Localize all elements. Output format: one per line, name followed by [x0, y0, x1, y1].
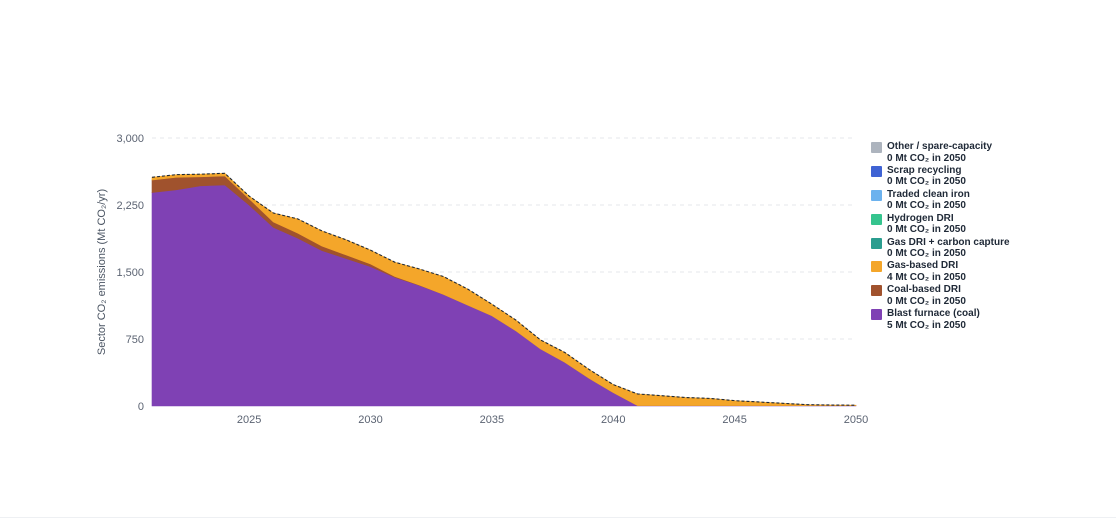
legend-sublabel: 0 Mt CO₂ in 2050: [887, 248, 966, 260]
bottom-divider: [0, 517, 1116, 518]
x-tick-label: 2025: [237, 414, 261, 426]
y-tick-label: 750: [126, 334, 144, 346]
legend-sublabel: 0 Mt CO₂ in 2050: [887, 295, 966, 307]
x-tick-label: 2030: [358, 414, 382, 426]
x-tick-label: 2050: [844, 414, 868, 426]
legend-swatch: [871, 142, 882, 153]
y-tick-label: 2,250: [116, 200, 144, 212]
legend-sublabel: 5 Mt CO₂ in 2050: [887, 319, 966, 331]
total-emissions-line: [151, 172, 857, 406]
legend-item-scrap-recycling[interactable]: Scrap recycling 0 Mt CO₂ in 2050: [871, 165, 1111, 189]
legend-label: Gas-based DRI: [887, 260, 959, 272]
legend-swatch: [871, 309, 882, 321]
legend-item-blast-furnace-coal-[interactable]: Blast furnace (coal) 5 Mt CO₂ in 2050: [871, 308, 1111, 332]
y-tick-label: 0: [138, 401, 144, 413]
legend-text: Hydrogen DRI 0 Mt CO₂ in 2050: [887, 213, 966, 236]
area-blast-furnace-coal-[interactable]: [151, 184, 857, 407]
total-line-group: [151, 172, 857, 406]
x-tick-label: 2040: [601, 414, 625, 426]
legend-swatch: [871, 165, 882, 177]
x-axis: 2025 2030 2035 2040 2045 2050: [237, 414, 868, 426]
legend-swatch: [871, 285, 882, 297]
legend-text: Blast furnace (coal) 5 Mt CO₂ in 2050: [887, 308, 980, 331]
y-tick-label: 3,000: [116, 133, 144, 145]
legend-sublabel: 0 Mt CO₂ in 2050: [887, 200, 966, 212]
legend-swatch: [871, 261, 882, 273]
legend-item-other-spare-capacity[interactable]: Other / spare-capacity 0 Mt CO₂ in 2050: [871, 141, 1111, 165]
y-axis-title: Sector CO₂ emissions (Mt CO₂/yr): [96, 189, 108, 355]
legend-swatch: [871, 189, 882, 201]
legend-text: Traded clean iron 0 Mt CO₂ in 2050: [887, 189, 970, 212]
legend-sublabel: 0 Mt CO₂ in 2050: [887, 224, 966, 236]
y-axis: 0 750 1,500 2,250 3,000: [116, 133, 144, 413]
legend-label: Gas DRI + carbon capture: [887, 236, 1010, 248]
legend-label: Traded clean iron: [887, 188, 970, 200]
stacked-areas: [151, 172, 857, 407]
legend-text: Gas-based DRI 4 Mt CO₂ in 2050: [887, 260, 966, 283]
legend-sublabel: 4 Mt CO₂ in 2050: [887, 271, 966, 283]
legend-item-hydrogen-dri[interactable]: Hydrogen DRI 0 Mt CO₂ in 2050: [871, 213, 1111, 237]
legend-label: Other / spare-capacity: [887, 141, 993, 152]
legend-text: Other / spare-capacity 0 Mt CO₂ in 2050: [887, 141, 992, 164]
legend-swatch: [871, 213, 882, 225]
legend-label: Hydrogen DRI: [887, 212, 954, 224]
x-tick-label: 2035: [480, 414, 504, 426]
legend-item-gas-dri-carbon-capture[interactable]: Gas DRI + carbon capture 0 Mt CO₂ in 2050: [871, 237, 1111, 261]
legend-text: Gas DRI + carbon capture 0 Mt CO₂ in 2050: [887, 237, 1010, 260]
y-tick-label: 1,500: [116, 267, 144, 279]
x-tick-label: 2045: [722, 414, 746, 426]
legend: Other / spare-capacity 0 Mt CO₂ in 2050 Sc…: [871, 141, 1111, 332]
legend-sublabel: 0 Mt CO₂ in 2050: [887, 176, 966, 188]
legend-label: Coal-based DRI: [887, 284, 961, 296]
legend-text: Coal-based DRI 0 Mt CO₂ in 2050: [887, 284, 966, 307]
legend-item-traded-clean-iron[interactable]: Traded clean iron 0 Mt CO₂ in 2050: [871, 189, 1111, 213]
legend-sublabel: 0 Mt CO₂ in 2050: [887, 152, 966, 164]
legend-item-coal-based-dri[interactable]: Coal-based DRI 0 Mt CO₂ in 2050: [871, 284, 1111, 308]
legend-swatch: [871, 237, 882, 249]
legend-text: Scrap recycling 0 Mt CO₂ in 2050: [887, 165, 966, 188]
legend-label: Blast furnace (coal): [887, 308, 980, 320]
legend-label: Scrap recycling: [887, 164, 962, 176]
legend-item-gas-based-dri[interactable]: Gas-based DRI 4 Mt CO₂ in 2050: [871, 260, 1111, 284]
